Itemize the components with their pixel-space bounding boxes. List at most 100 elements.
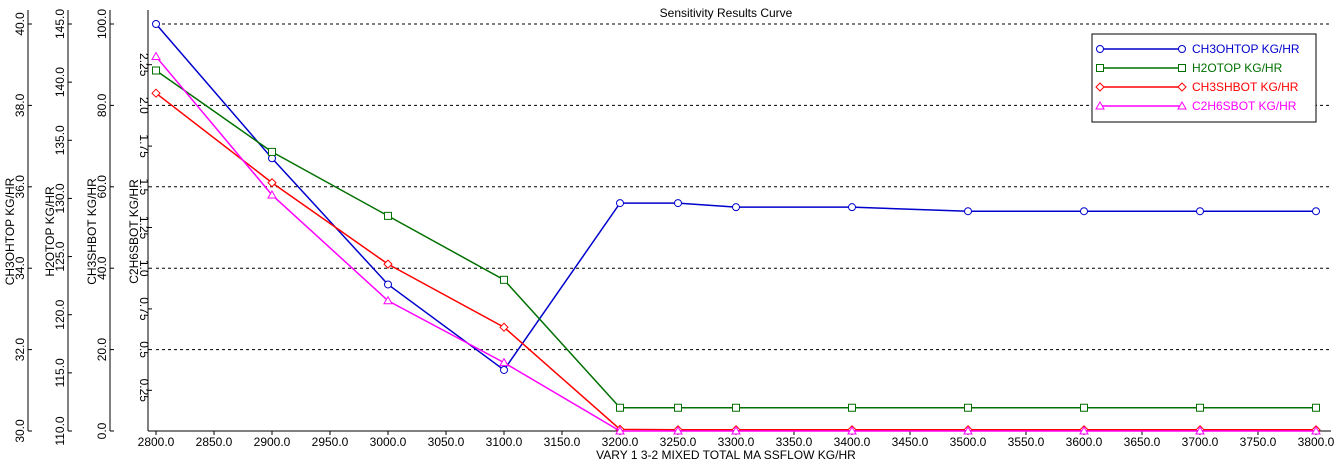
point [1196,207,1204,216]
point [267,189,277,199]
y-tick-label: 0.75 [137,297,151,321]
point [1095,82,1105,92]
x-tick-label: 3500.0 [950,435,987,449]
point [1177,100,1187,110]
point [964,207,972,216]
point [1195,425,1205,435]
point [847,425,857,435]
y-tick-label: 130.0 [53,183,67,213]
series-line [155,56,1316,432]
x-tick-label: 3200.0 [602,435,639,449]
point [383,259,393,269]
series-line [155,69,1316,409]
x-tick-label: 3000.0 [370,435,407,449]
y-tick-label: 145.0 [53,9,67,39]
point [732,203,740,212]
y-tick-label: 40.0 [13,12,27,36]
point [1196,403,1204,412]
point [1080,207,1088,216]
x-tick-label: 3550.0 [1008,435,1045,449]
point [1312,207,1320,216]
y-tick-label: 0.5 [137,341,151,358]
y-tick-label: 40.0 [95,256,109,280]
point [267,178,277,188]
point [1178,64,1186,72]
y-tick-label: 110.0 [53,416,67,445]
point [500,365,508,374]
y-tick-label: 125.0 [53,241,67,271]
point [500,275,508,284]
point [673,425,683,435]
point [1095,100,1105,110]
x-tick-label: 3450.0 [892,435,929,449]
x-tick-label: 3800.0 [1298,435,1335,449]
legend-label: C2H6SBOT KG/HR [1192,99,1297,113]
point [674,403,682,412]
x-tick-label: 2800.0 [138,435,175,449]
point [674,199,682,208]
point [1079,425,1089,435]
x-axis-title: VARY 1 3-2 MIXED TOTAL MA SSFLOW KG/HR [596,448,856,462]
y-tick-label: 60.0 [95,175,109,199]
point [151,51,161,61]
y-axis-title: CH3SHBOT KG/HR [85,178,99,285]
x-tick-label: 3750.0 [1240,435,1277,449]
point [731,425,741,435]
x-tick-label: 3250.0 [660,435,697,449]
point [499,322,509,332]
point [152,66,160,75]
y-tick-label: 140.0 [53,67,67,97]
point [1080,403,1088,412]
y-tick-label: 32.0 [13,338,27,362]
point [1096,64,1104,72]
y-axis-title: CH3OHTOP KG/HR [3,177,17,285]
point [384,211,392,220]
x-tick-label: 2850.0 [196,435,233,449]
y-tick-label: 34.0 [13,256,27,280]
point [615,425,625,435]
y-tick-label: 100.0 [95,9,109,39]
point [1096,45,1104,53]
point [1311,425,1321,435]
x-tick-label: 3700.0 [1182,435,1219,449]
x-tick-label: 3050.0 [428,435,465,449]
x-tick-label: 3350.0 [776,435,813,449]
point [151,88,161,98]
y-tick-label: 1.25 [137,216,151,240]
y-tick-label: 30.0 [13,419,27,443]
point [268,147,276,156]
point [616,403,624,412]
point [1177,82,1187,92]
y-tick-label: 0.0 [95,422,109,439]
series-line [155,23,1316,372]
point [384,280,392,289]
x-tick-label: 2900.0 [254,435,291,449]
y-tick-label: 1.75 [137,134,151,158]
y-tick-label: 36.0 [13,175,27,199]
y-tick-label: 135.0 [53,125,67,155]
point [1312,403,1320,412]
legend-label: H2OTOP KG/HR [1192,61,1283,75]
series-line [155,92,1316,431]
y-tick-label: 20.0 [95,338,109,362]
x-tick-label: 3300.0 [718,435,755,449]
y-axis-title: H2OTOP KG/HR [43,186,57,277]
y-tick-label: 2.25 [137,53,151,77]
y-tick-label: 2.0 [137,97,151,114]
y-axis-title: C2H6SBOT KG/HR [127,179,141,284]
y-tick-label: 120.0 [53,299,67,329]
y-tick-label: 1.0 [137,260,151,277]
y-tick-label: 0.25 [137,379,151,403]
point [964,403,972,412]
x-tick-label: 3600.0 [1066,435,1103,449]
legend-label: CH3OHTOP KG/HR [1192,42,1300,56]
point [1178,45,1186,53]
chart-title: Sensitivity Results Curve [660,6,793,20]
x-tick-label: 3100.0 [486,435,523,449]
y-tick-label: 38.0 [13,93,27,117]
y-tick-label: 80.0 [95,93,109,117]
x-tick-label: 3150.0 [544,435,581,449]
x-tick-label: 2950.0 [312,435,349,449]
y-tick-label: 1.5 [137,178,151,195]
